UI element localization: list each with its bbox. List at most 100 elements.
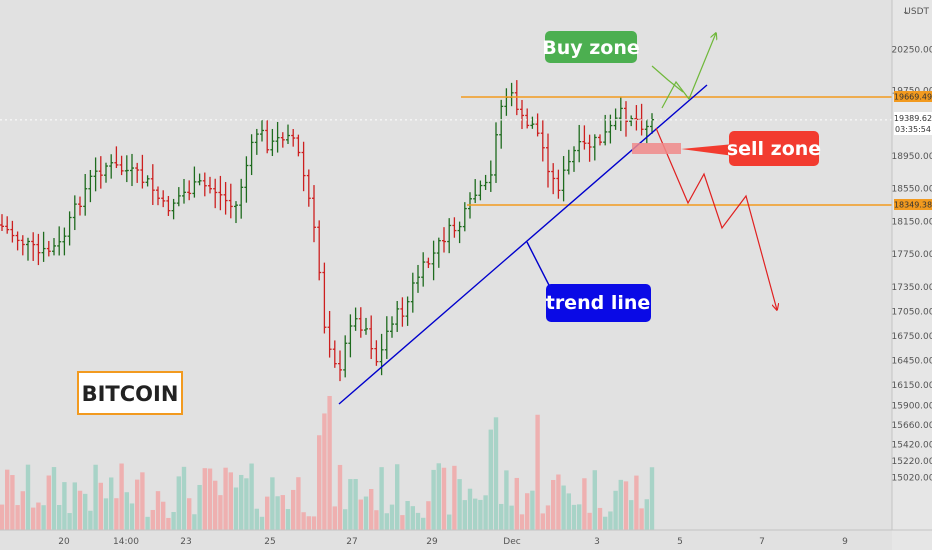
volume-bar: [587, 512, 592, 530]
volume-bar: [161, 501, 166, 530]
volume-bar: [187, 498, 192, 530]
price-tick-label: 15020.00: [892, 473, 932, 483]
volume-bar: [72, 482, 77, 530]
volume-bar: [202, 468, 207, 530]
volume-bar: [150, 509, 155, 530]
volume-bar: [556, 474, 561, 530]
volume-bar: [155, 491, 161, 530]
volume-bar: [176, 476, 181, 530]
volume-bar: [384, 513, 389, 530]
price-tick-label: 18950.00: [892, 152, 932, 162]
volume-bar: [358, 499, 363, 530]
volume-bar: [140, 472, 145, 530]
volume-bar: [566, 493, 571, 530]
bitcoin-title-box: BITCOIN: [77, 371, 183, 415]
volume-bar: [551, 480, 556, 530]
chevron-down-icon[interactable]: ⌄: [902, 7, 910, 17]
volume-bar: [395, 464, 400, 530]
volume-bar: [10, 475, 15, 530]
bullish-projection-arrow: [661, 33, 716, 109]
trend-line-pointer: [526, 241, 554, 294]
volume-bar: [322, 413, 327, 530]
time-tick-label: 20: [58, 537, 70, 547]
volume-bar: [343, 509, 348, 530]
buy-zone-label: Buy zone: [542, 37, 640, 59]
volume-bar: [525, 493, 530, 530]
current-price-label: 19389.62: [894, 114, 932, 123]
volume-bar: [103, 498, 109, 530]
volume-bar: [119, 463, 124, 530]
volume-bar: [353, 479, 358, 530]
trend-line-callout: trend line: [546, 284, 651, 322]
price-axis-panel: [892, 0, 932, 550]
volume-bar: [244, 478, 249, 530]
price-tick-label: 16450.00: [892, 356, 932, 366]
volume-bar: [405, 501, 410, 530]
volume-bar: [488, 429, 493, 530]
volume-bar: [613, 490, 618, 530]
volume-bar: [597, 507, 603, 530]
candlesticks: [0, 80, 654, 382]
volume-bar: [0, 504, 5, 530]
volume-bar: [275, 496, 280, 530]
volume-bar: [337, 464, 343, 530]
price-tick-label: 15420.00: [892, 441, 932, 451]
sell-zone-callout: sell zone: [681, 131, 821, 166]
volume-bar: [83, 493, 88, 530]
volume-bar: [88, 510, 93, 530]
volume-bar: [239, 474, 244, 530]
time-tick-label: Dec: [503, 537, 520, 547]
volume-bar: [135, 479, 140, 530]
volume-bar: [473, 498, 478, 530]
volume-bar: [561, 485, 566, 530]
volume-bar: [389, 504, 395, 530]
volume-bar: [483, 495, 488, 530]
volume-bar: [259, 516, 265, 530]
volume-bar: [447, 514, 452, 530]
volume-bar: [629, 500, 634, 530]
volume-bar: [20, 491, 25, 530]
volume-bar: [415, 512, 421, 530]
volume-bar: [285, 509, 291, 530]
volume-bar: [46, 475, 51, 530]
volume-bar: [499, 503, 504, 530]
volume-bar: [280, 495, 285, 530]
price-tick-label: 15660.00: [892, 421, 932, 431]
volume-bar: [98, 482, 103, 530]
volume-bar: [93, 464, 98, 530]
volume-bar: [51, 467, 57, 530]
price-tick-label: 20250.00: [892, 46, 932, 56]
volume-bar: [77, 490, 83, 530]
time-tick-label: 3: [594, 537, 600, 547]
volume-bar: [535, 414, 540, 530]
volume-bar: [519, 514, 525, 530]
volume-bar: [301, 512, 306, 530]
volume-bar: [291, 489, 296, 530]
volume-bar: [374, 510, 379, 530]
volume-bar: [181, 466, 187, 530]
volume-bar: [369, 489, 374, 530]
price-axis: 20250.0019750.0018950.0018550.0018150.00…: [892, 46, 932, 484]
volume-bar: [62, 482, 67, 530]
volume-bar: [545, 505, 551, 530]
plot-background: [0, 0, 892, 530]
volume-bar: [171, 512, 176, 530]
volume-bar: [265, 496, 270, 530]
volume-bar: [311, 516, 317, 530]
sell-zone-label: sell zone: [727, 138, 821, 160]
volume-bar: [197, 484, 202, 530]
volume-bar: [114, 498, 119, 530]
volume-bar: [213, 480, 218, 530]
price-tick-label: 18150.00: [892, 217, 932, 227]
volume-bar: [192, 514, 197, 530]
volume-bar: [441, 467, 447, 530]
time-axis: 20 14:00 23 25 27 29 Dec 3 5 7 9: [58, 537, 848, 547]
volume-bar: [233, 487, 239, 530]
volume-bar: [457, 479, 462, 530]
buy-zone-callout: Buy zone: [542, 31, 640, 63]
volume-bar: [421, 517, 426, 530]
volume-bar: [462, 500, 467, 530]
volume-bar: [36, 502, 41, 530]
volume-bar: [31, 507, 36, 530]
